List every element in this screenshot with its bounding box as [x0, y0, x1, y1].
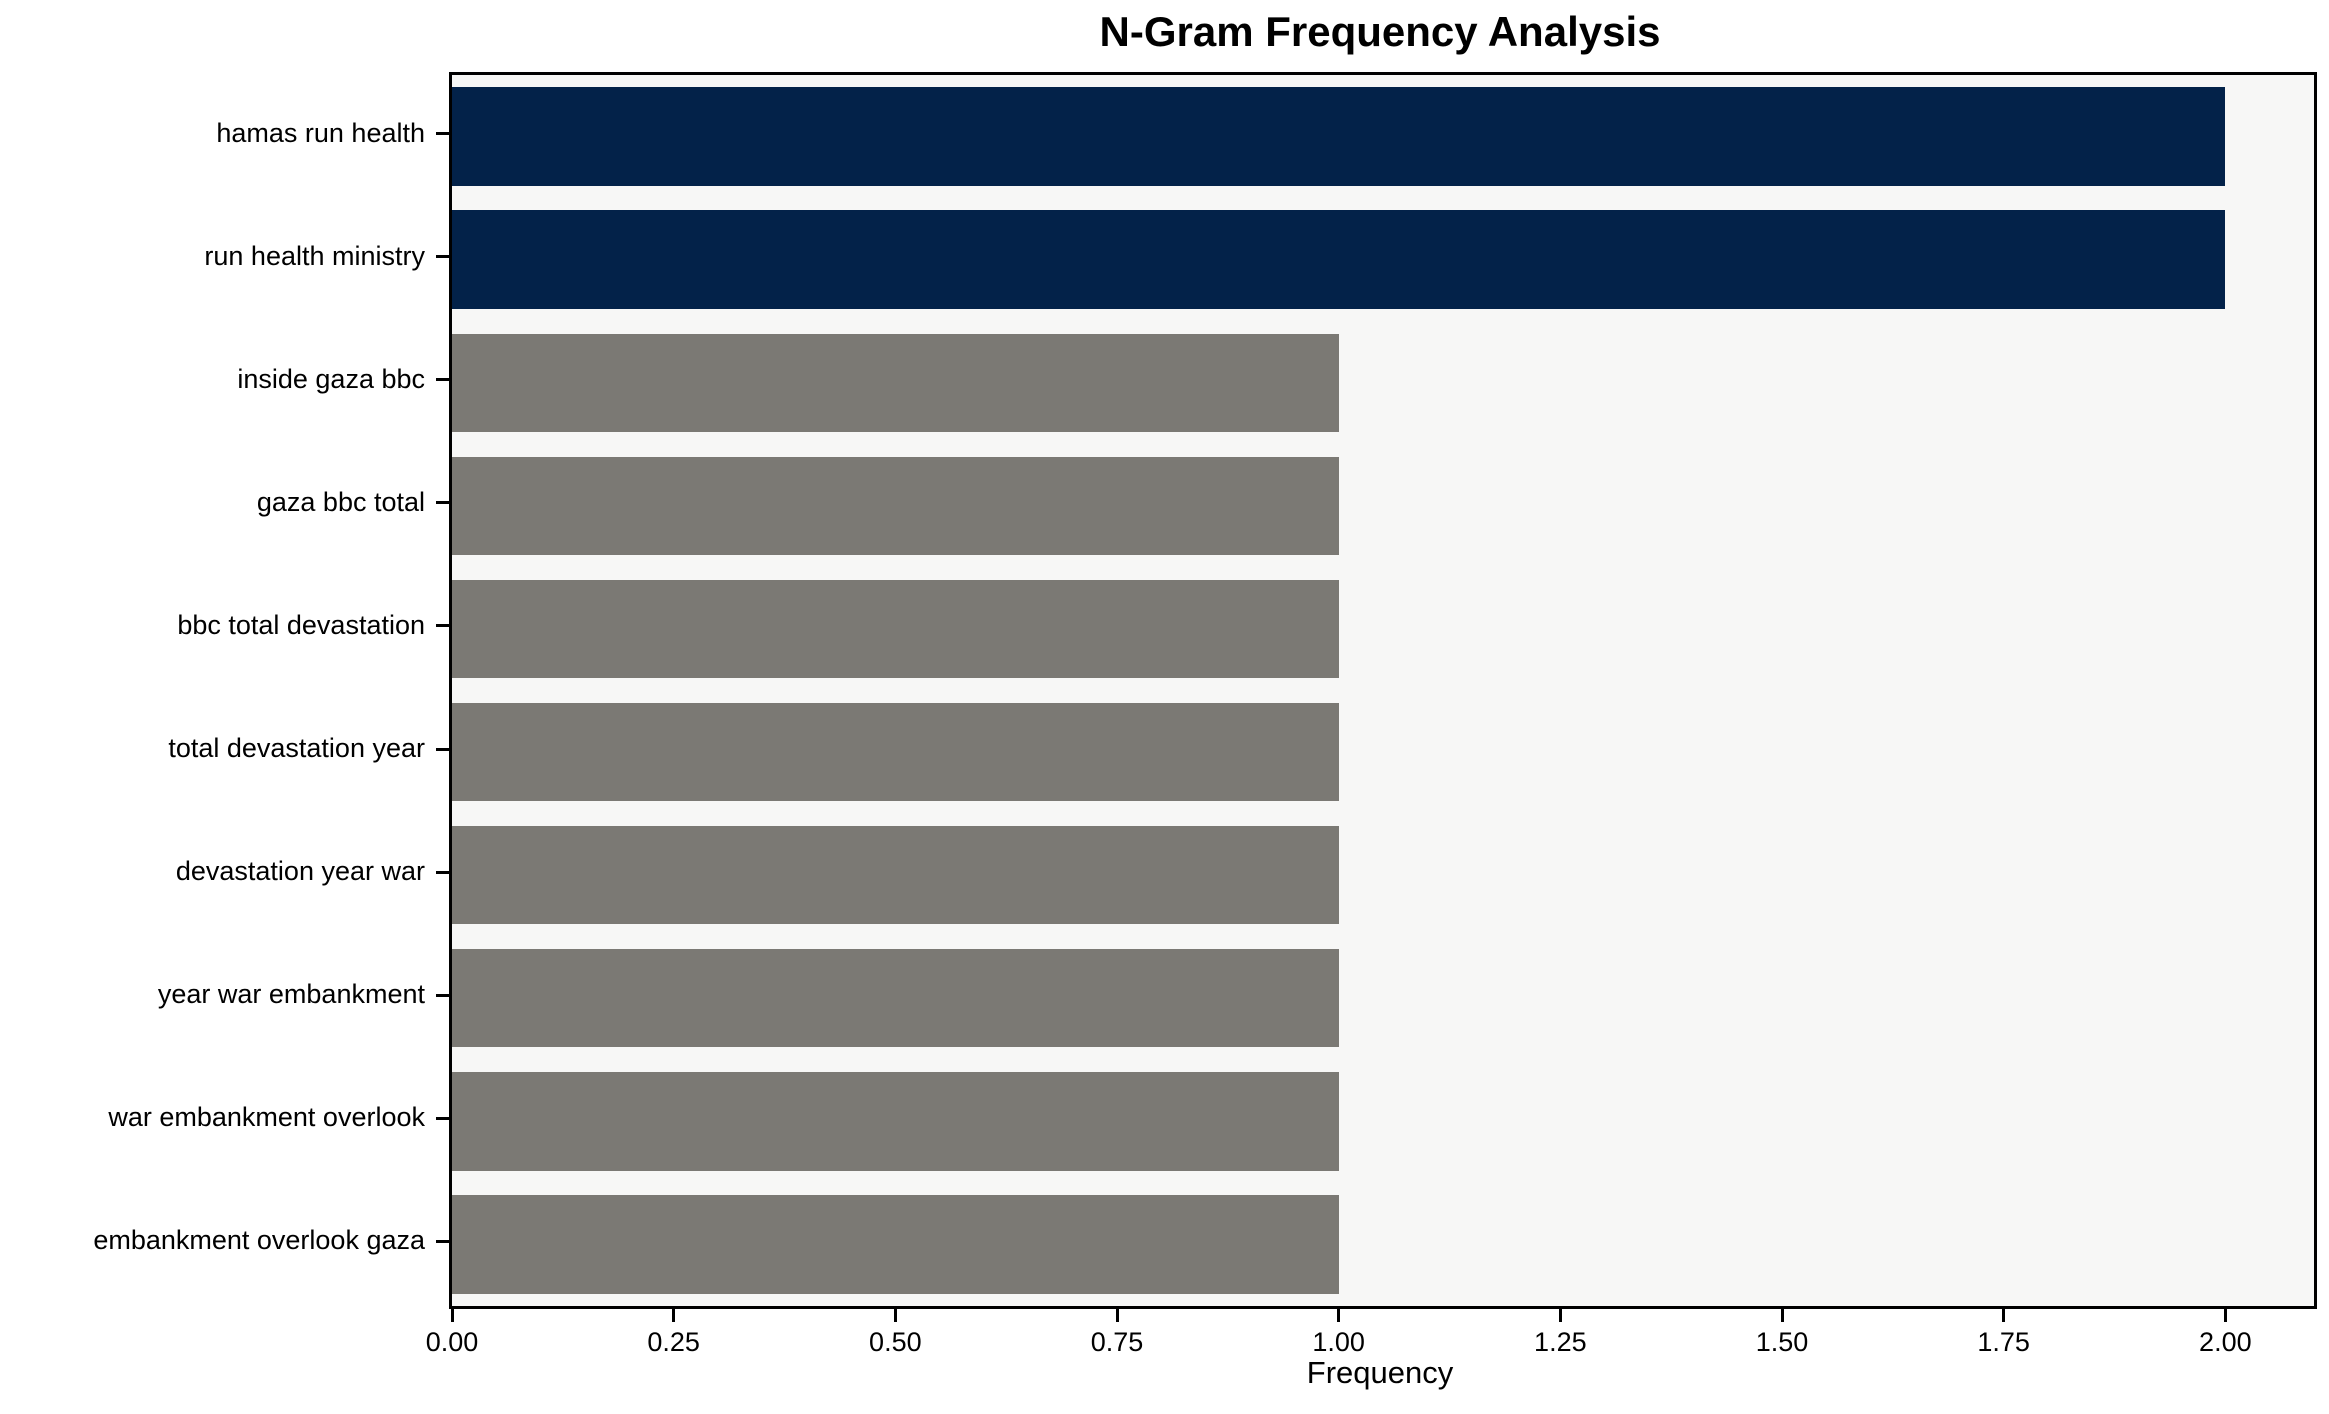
x-tick-label: 2.00 — [2199, 1327, 2252, 1357]
y-tick-label: gaza bbc total — [256, 486, 425, 517]
bar — [452, 579, 1339, 679]
bar — [452, 333, 1339, 432]
x-tick-label: 0.25 — [647, 1327, 700, 1357]
x-tick-label: 1.50 — [1755, 1327, 1809, 1357]
x-tick-mark — [1780, 1309, 1784, 1322]
y-tick-mark — [436, 993, 449, 997]
y-tick-label: devastation year war — [175, 856, 425, 887]
y-tick-mark — [436, 132, 449, 136]
y-tick-label: war embankment overlook — [108, 1102, 425, 1133]
y-tick-label: year war embankment — [157, 979, 425, 1010]
bar — [452, 456, 1339, 556]
bar — [452, 210, 2226, 309]
x-tick-label: 0.50 — [869, 1327, 922, 1357]
x-tick-mark — [450, 1309, 454, 1322]
bar — [452, 825, 1339, 925]
x-tick-label: 1.75 — [1977, 1327, 2030, 1357]
y-tick-label: run health ministry — [204, 240, 425, 271]
chart-title: N-Gram Frequency Analysis — [1099, 8, 1661, 55]
x-tick-mark — [1558, 1309, 1562, 1322]
bar — [452, 702, 1339, 802]
plot-area — [449, 72, 2317, 1309]
y-tick-mark — [436, 1239, 449, 1243]
x-tick-mark — [672, 1309, 676, 1322]
x-tick-mark — [1115, 1309, 1119, 1322]
bar — [452, 1195, 1339, 1294]
y-tick-mark — [436, 870, 449, 874]
y-tick-mark — [436, 501, 449, 505]
bar — [452, 949, 1339, 1048]
x-tick-mark — [1337, 1309, 1341, 1322]
x-tick-label: 1.00 — [1312, 1327, 1365, 1357]
y-tick-label: embankment overlook gaza — [93, 1225, 425, 1256]
y-tick-label: hamas run health — [216, 117, 425, 148]
x-tick-mark — [2223, 1309, 2227, 1322]
y-tick-mark — [436, 1116, 449, 1120]
y-tick-mark — [436, 624, 449, 628]
y-tick-label: inside gaza bbc — [237, 363, 425, 394]
x-tick-label: 0.75 — [1090, 1327, 1144, 1357]
x-tick-mark — [893, 1309, 897, 1322]
bar — [452, 1072, 1339, 1171]
bar — [452, 87, 2226, 186]
x-tick-label: 0.00 — [425, 1327, 479, 1357]
y-tick-mark — [436, 378, 449, 382]
y-tick-label: bbc total devastation — [177, 609, 425, 640]
y-tick-mark — [436, 747, 449, 751]
y-tick-label: total devastation year — [168, 733, 425, 764]
x-tick-mark — [2002, 1309, 2006, 1322]
y-tick-mark — [436, 255, 449, 259]
x-axis-label: Frequency — [1306, 1355, 1454, 1390]
x-tick-label: 1.25 — [1534, 1327, 1587, 1357]
